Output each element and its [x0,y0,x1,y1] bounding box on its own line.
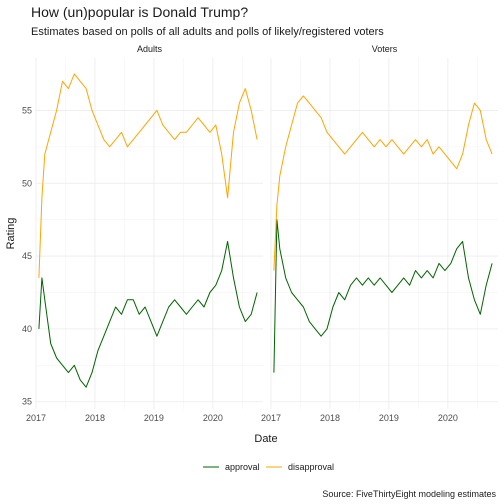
y-tick-label: 45 [22,251,32,261]
y-tick-label: 50 [22,178,32,188]
y-tick-label: 35 [22,397,32,407]
chart-title: How (un)popular is Donald Trump? [31,4,248,20]
panel-voters: Voters 2017 2018 2019 2020 [261,44,498,423]
legend-item-approval: approval [203,462,260,472]
x-axis-title: Date [254,433,277,445]
y-tick-label: 55 [22,105,32,115]
panels: Adults 35 40 45 50 55 2017 2018 2019 2020 Voters 20… [22,44,498,423]
x-tick-label: 2018 [85,413,105,423]
x-tick-label: 2017 [26,413,46,423]
panel-label-adults: Adults [137,44,163,54]
chart-caption: Source: FiveThirtyEight modeling estimat… [322,489,496,499]
panel-label-voters: Voters [372,44,398,54]
x-tick-label: 2020 [438,413,458,423]
x-tick-label: 2019 [144,413,164,423]
series-line-approval-adults [38,241,258,388]
series-line-approval-voters [273,219,493,373]
legend-label-approval: approval [225,462,260,472]
legend: approval disapproval [203,462,334,472]
x-tick-label: 2019 [379,413,399,423]
legend-item-disapproval: disapproval [266,462,334,472]
y-tick-label: 40 [22,324,32,334]
x-tick-label: 2017 [261,413,281,423]
x-tick-label: 2018 [320,413,340,423]
x-tick-label: 2020 [203,413,223,423]
legend-label-disapproval: disapproval [288,462,334,472]
series-line-disapproval-adults [38,73,258,278]
panel-adults: Adults 35 40 45 50 55 2017 2018 2019 2020 [22,44,263,423]
series-line-disapproval-voters [273,95,493,271]
chart-subtitle: Estimates based on polls of all adults a… [31,26,384,38]
y-axis-title: Rating [5,218,17,250]
